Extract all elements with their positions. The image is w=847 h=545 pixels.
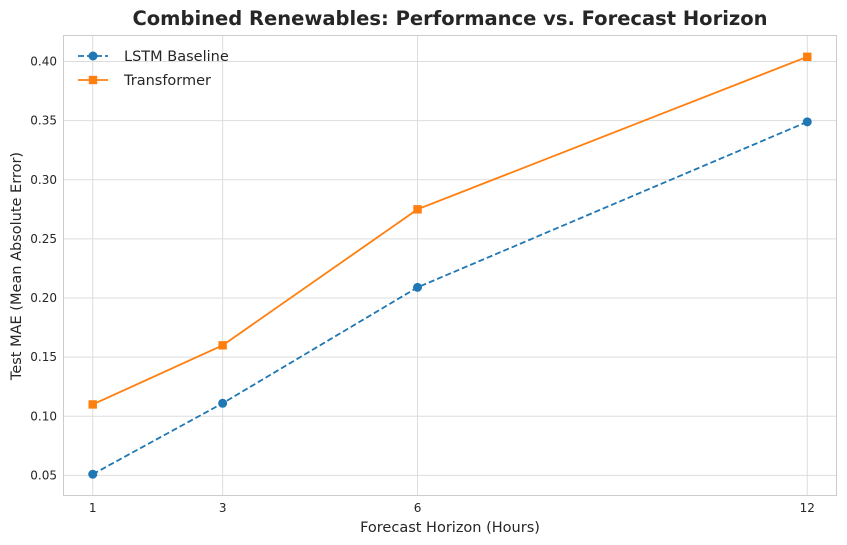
y-axis-ticks: 0.05 0.10 0.15 0.20 0.25 0.30 0.35 0.40	[30, 55, 57, 483]
series-line	[92, 120, 808, 476]
data-point	[218, 341, 227, 350]
chart-title: Combined Renewables: Performance vs. For…	[132, 7, 767, 30]
data-point	[218, 398, 228, 408]
data-point	[88, 400, 97, 409]
y-tick-label: 0.15	[30, 350, 57, 364]
x-tick-label: 1	[89, 501, 97, 515]
x-tick-label: 12	[800, 501, 815, 515]
series-line	[92, 55, 808, 406]
legend-marker	[88, 51, 98, 61]
plot-area-frame	[63, 35, 837, 496]
data-point	[88, 469, 98, 479]
legend-item: Transformer	[78, 73, 211, 89]
y-tick-label: 0.40	[30, 55, 57, 69]
grid	[63, 35, 837, 496]
data-point	[413, 282, 423, 292]
x-axis-label: Forecast Horizon (Hours)	[360, 520, 540, 536]
data-point	[803, 52, 812, 61]
data-point	[802, 117, 812, 127]
x-axis-ticks: 1 3 6 12	[89, 501, 815, 515]
series-layer	[88, 52, 812, 479]
series-lstm-baseline	[88, 117, 812, 479]
y-tick-label: 0.30	[30, 173, 57, 187]
data-point	[413, 205, 422, 214]
legend-label: LSTM Baseline	[124, 49, 229, 65]
legend-item: LSTM Baseline	[78, 49, 229, 65]
x-tick-label: 6	[414, 501, 422, 515]
x-tick-label: 3	[219, 501, 227, 515]
y-axis-label: Test MAE (Mean Absolute Error)	[9, 152, 25, 381]
legend: LSTM Baseline Transformer	[78, 49, 229, 89]
legend-label: Transformer	[123, 73, 211, 89]
y-tick-label: 0.35	[30, 114, 57, 128]
legend-marker	[88, 75, 98, 85]
y-tick-label: 0.25	[30, 232, 57, 246]
y-tick-label: 0.20	[30, 291, 57, 305]
y-tick-label: 0.10	[30, 409, 57, 423]
y-tick-label: 0.05	[30, 468, 57, 482]
series-transformer	[88, 52, 812, 409]
